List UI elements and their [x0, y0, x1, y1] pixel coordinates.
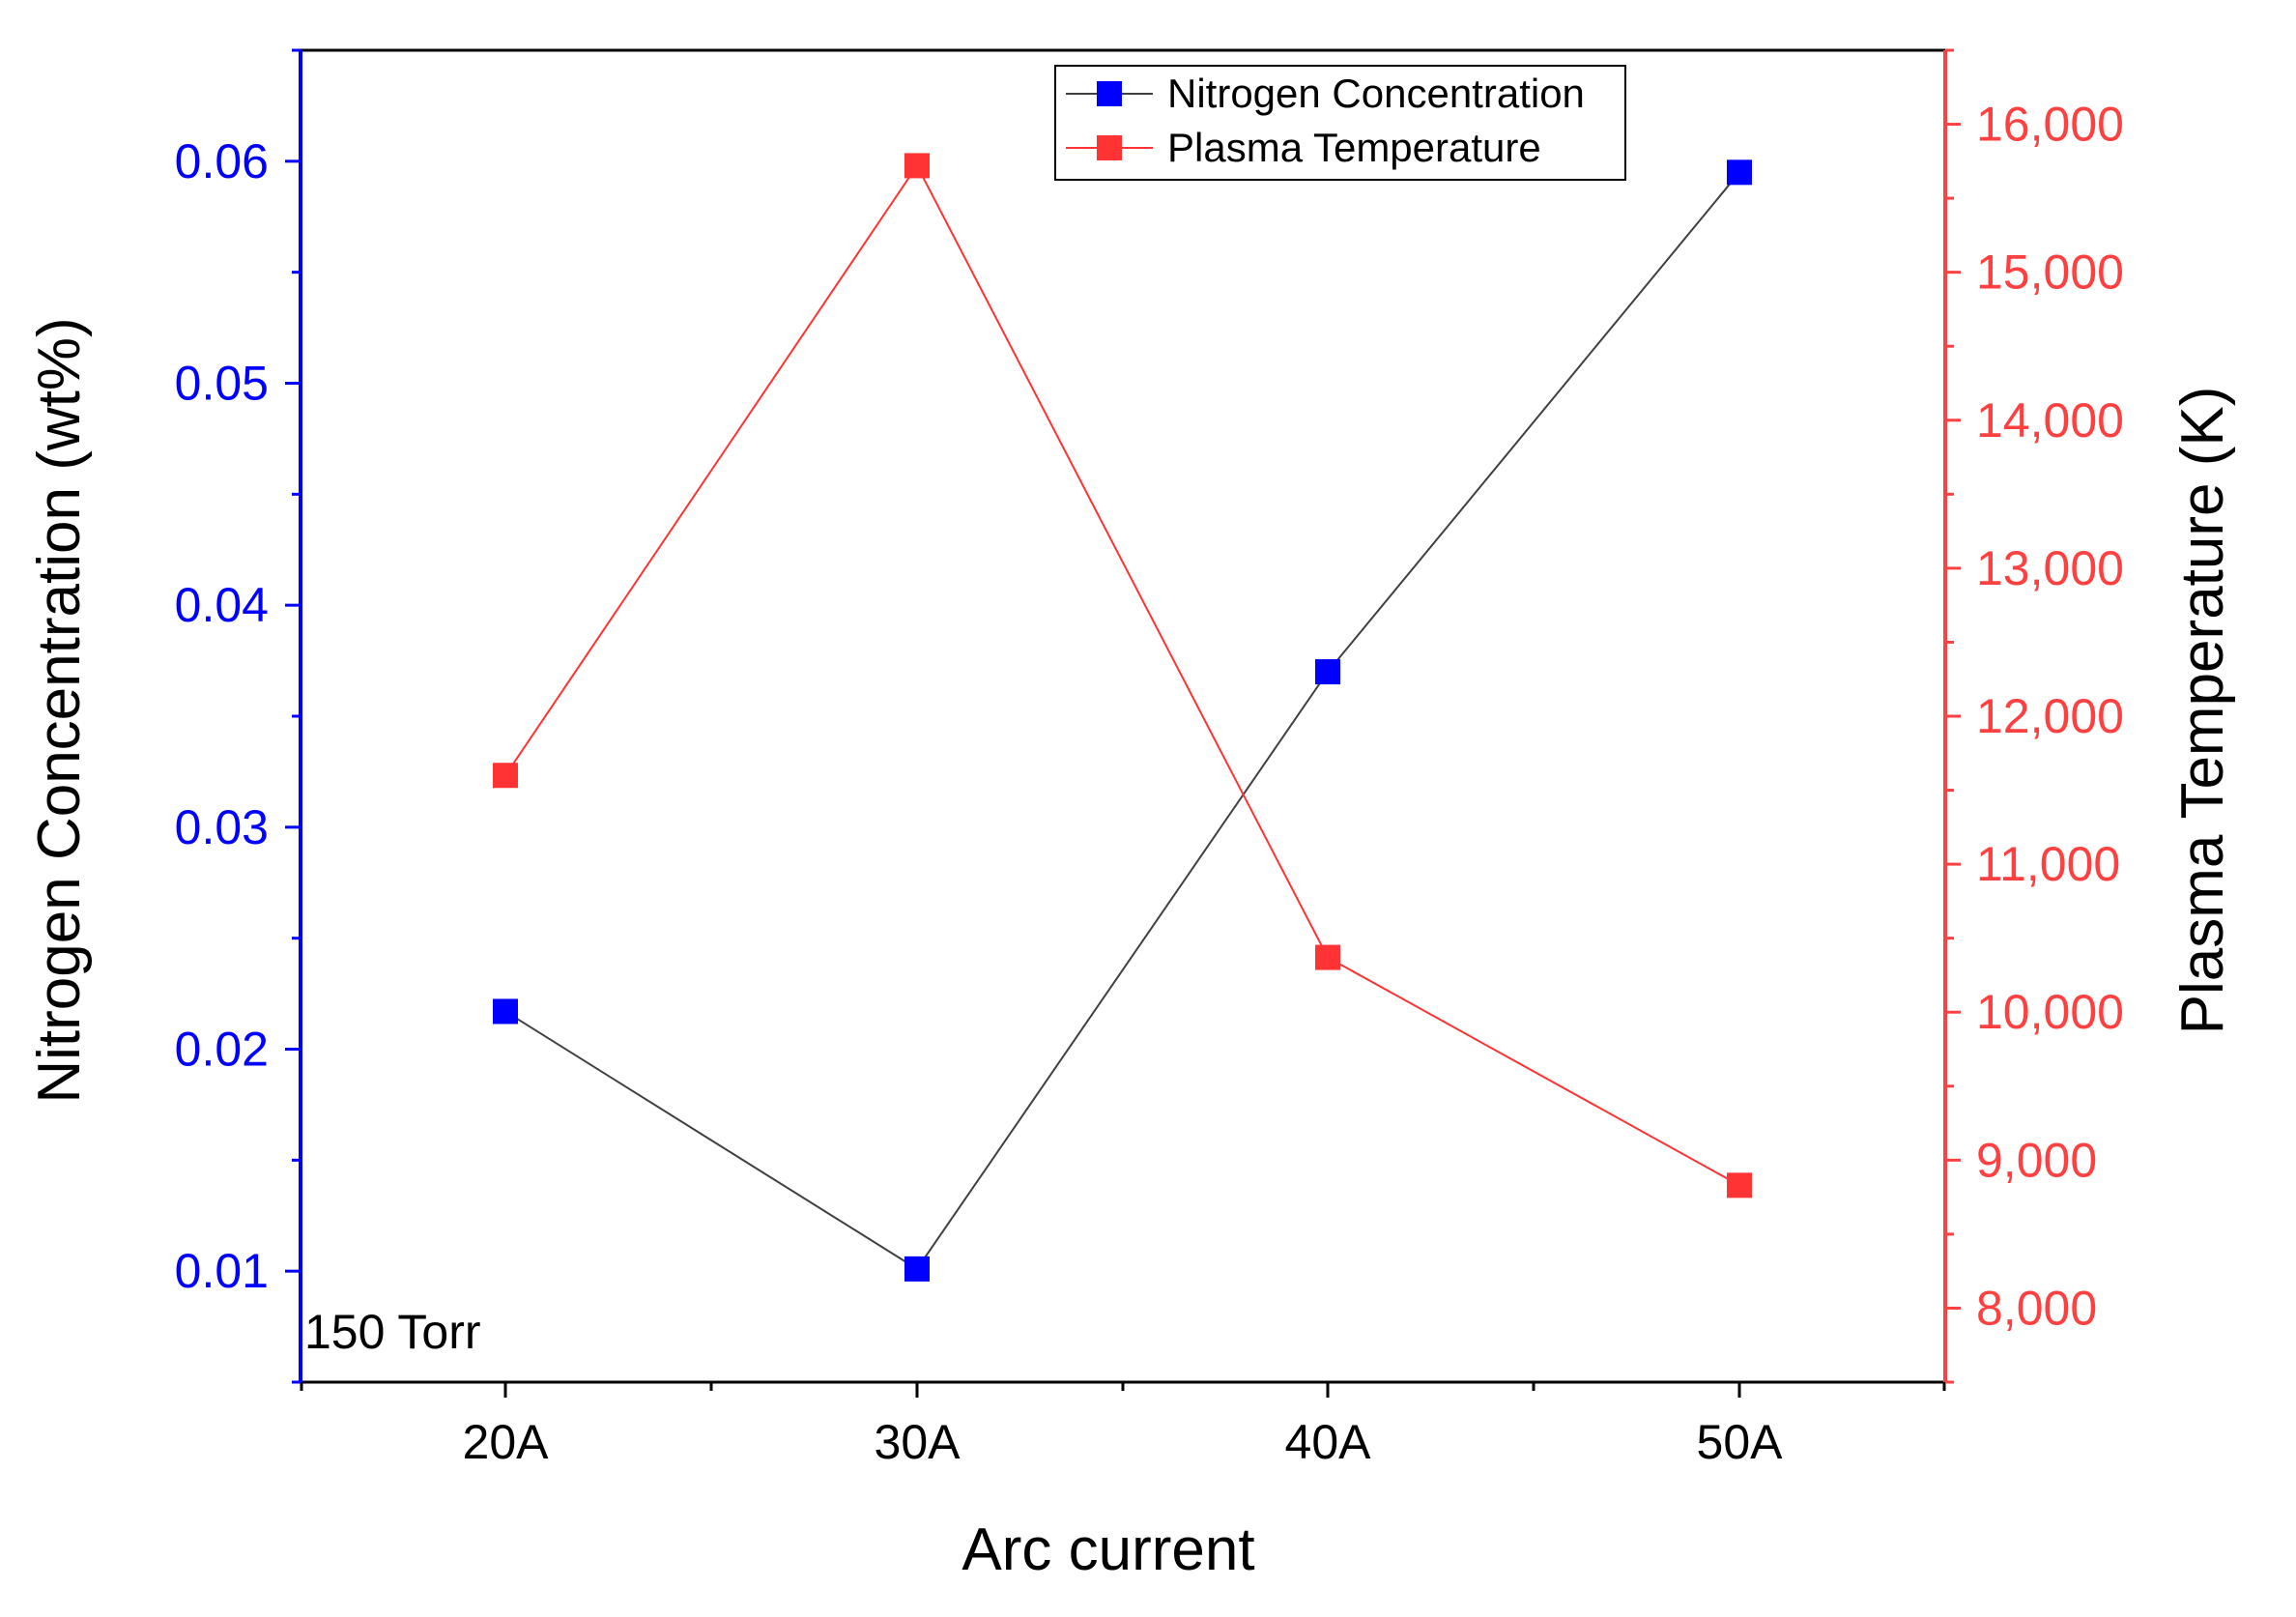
- axes-layer: 20A 30A 40A 50A 0.01 0.02 0.03 0.04 0.05 0.06 8,00…: [175, 48, 2124, 1469]
- plasma-data-point: [1315, 944, 1340, 970]
- right-y-tick-label: 15,000: [1976, 245, 2124, 300]
- right-y-tick-label: 13,000: [1976, 541, 2124, 595]
- right-y-tick-label: 9,000: [1976, 1133, 2097, 1187]
- right-y-tick-label: 11,000: [1976, 837, 2120, 891]
- nitrogen-data-point: [1315, 659, 1340, 685]
- x-tick-label: 40A: [1285, 1415, 1372, 1469]
- left-y-tick-label: 0.01: [175, 1244, 269, 1298]
- plasma-data-point: [1727, 1172, 1752, 1198]
- legend-box: [1054, 65, 1626, 181]
- legend-nitrogen-marker: [1097, 81, 1122, 106]
- nitrogen-data-point: [1727, 159, 1752, 186]
- right-y-tick-label: 12,000: [1976, 689, 2124, 743]
- right-axis-title: Plasma Temperature (K): [2169, 387, 2236, 1035]
- left-y-tick-label: 0.06: [175, 134, 269, 188]
- x-axis-title: Arc current: [961, 1516, 1254, 1583]
- nitrogen-data-point: [904, 1256, 930, 1282]
- right-y-tick-label: 10,000: [1976, 985, 2124, 1039]
- x-tick-label: 20A: [463, 1415, 550, 1469]
- nitrogen-data-point: [493, 998, 518, 1025]
- right-y-tick-label: 8,000: [1976, 1281, 2097, 1335]
- left-y-tick-label: 0.03: [175, 800, 269, 854]
- legend-plasma-label: Plasma Temperature: [1167, 125, 1541, 170]
- plasma-series-line: [504, 163, 1740, 1187]
- left-y-tick-label: 0.04: [175, 578, 269, 632]
- x-tick-label: 30A: [875, 1415, 961, 1469]
- left-y-tick-label: 0.02: [175, 1023, 269, 1077]
- right-y-tick-label: 14,000: [1976, 393, 2124, 448]
- right-y-tick-label: 16,000: [1976, 98, 2124, 152]
- text-layer: Arc current Nitrogen Concentration (wt%)…: [26, 317, 2236, 1583]
- nitrogen-series-line: [504, 171, 1740, 1271]
- left-y-tick-label: 0.05: [175, 357, 269, 411]
- series-layer: [493, 153, 1752, 1282]
- left-axis-title: Nitrogen Concentration (wt%): [26, 317, 93, 1103]
- plasma-data-point: [904, 153, 930, 179]
- plasma-data-point: [493, 763, 518, 789]
- legend-nitrogen-label: Nitrogen Concentration: [1167, 71, 1585, 116]
- x-tick-label: 50A: [1697, 1415, 1784, 1469]
- legend: Nitrogen Concentration Plasma Temperatur…: [1054, 65, 1626, 181]
- annotation-150-torr: 150 Torr: [304, 1305, 481, 1359]
- legend-plasma-marker: [1097, 135, 1122, 160]
